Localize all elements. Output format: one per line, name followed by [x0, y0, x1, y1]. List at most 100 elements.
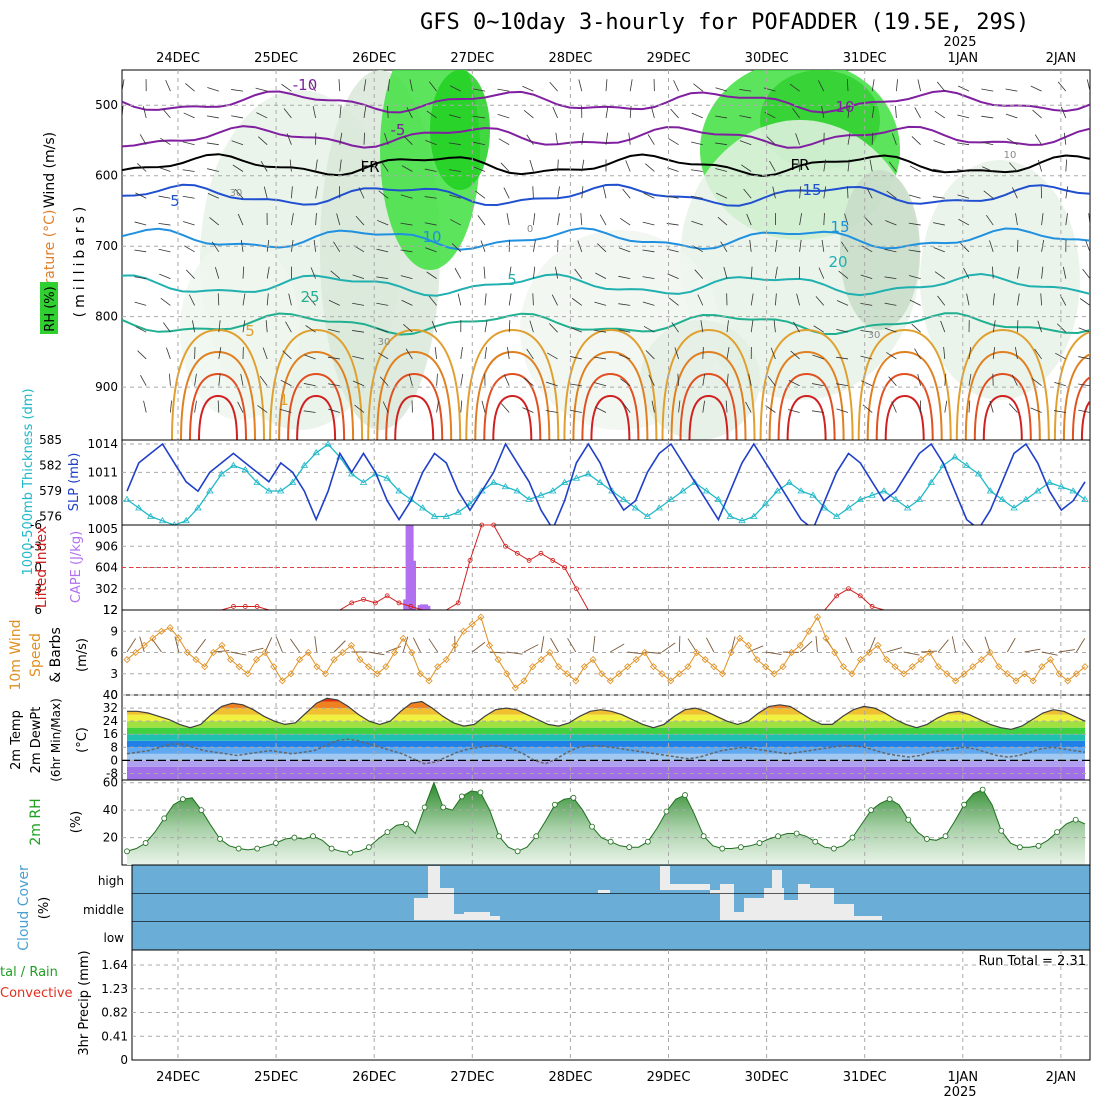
wind-barb: [917, 373, 921, 386]
wind-speed-marker: [580, 663, 588, 671]
wind-barb: [194, 373, 197, 386]
lifted-index-marker: [242, 604, 248, 609]
wind-barb: [618, 247, 631, 253]
wind-barb: [158, 195, 171, 199]
warm-isotherm-arch: [385, 372, 444, 440]
wind-barb: [767, 376, 776, 386]
wind-speed-marker: [408, 648, 416, 657]
thickness-marker: [182, 516, 190, 524]
wind-barb: [934, 110, 946, 119]
wind-barb: [569, 356, 582, 360]
rh-marker: [403, 820, 409, 827]
wind-barb: [234, 188, 244, 199]
tick-label: 906: [95, 539, 118, 553]
wind-barb: [206, 142, 219, 146]
wind-speed-marker: [572, 677, 580, 685]
slp-series-line: [126, 442, 1086, 531]
wind-speed-marker: [675, 670, 683, 678]
lifted-index-ylabel: Lifted Index: [34, 526, 50, 608]
wind-speed-marker: [718, 670, 727, 678]
wind-barb: [847, 186, 849, 199]
wind-speed-marker: [132, 648, 140, 657]
wind-speed-marker: [529, 663, 537, 671]
wind-barb: [694, 269, 704, 279]
bottom-date-label: 30DEC: [745, 1070, 789, 1085]
surface-wind-barb: [567, 638, 577, 653]
precip-ylabel-3: 3hr Precip (mm): [77, 950, 92, 1055]
wind-barb: [473, 141, 486, 146]
surface-wind-barb: [687, 638, 697, 653]
surface-wind-barb: [610, 643, 625, 653]
surface-wind-barb: [815, 636, 818, 653]
tick-label: -3: [30, 539, 42, 553]
tick-label: 0: [120, 1053, 128, 1067]
bottom-date-label: 26DEC: [352, 1070, 396, 1085]
wind-barb: [908, 222, 921, 226]
wind-barb: [310, 267, 316, 279]
wind-barb: [184, 245, 195, 253]
wind-barb: [218, 373, 221, 386]
cloud-cover-panel: high middle low Cloud Cover (%): [16, 864, 1091, 951]
wind-speed-marker: [261, 648, 269, 657]
wind-barb: [581, 159, 585, 172]
wind-barb: [207, 192, 219, 199]
temperature-color-band: [127, 714, 1085, 722]
cloud-block: [454, 914, 464, 920]
thickness-marker: [383, 474, 391, 481]
wind-speed-marker: [787, 648, 796, 657]
tick-label: 24: [103, 714, 118, 728]
wind-barb: [895, 105, 897, 118]
thickness-marker: [797, 487, 805, 494]
tick-label: 16: [103, 727, 118, 741]
cloud-block: [660, 866, 670, 890]
wind-barb: [908, 194, 921, 199]
wind-barb: [700, 320, 704, 333]
wind-barb: [142, 106, 147, 119]
wind-barb: [957, 114, 970, 119]
rh-marker: [1072, 816, 1079, 823]
wind-barb: [1053, 410, 1066, 413]
wind-barb: [702, 373, 706, 386]
wind-barb: [237, 213, 244, 226]
wind-speed-marker: [313, 663, 321, 671]
thickness-marker: [761, 499, 770, 507]
wind-speed-marker: [986, 648, 994, 657]
warm-isotherm-arch: [661, 328, 756, 440]
wind-barb: [523, 110, 534, 119]
wind-barb: [1065, 186, 1069, 199]
cape-li-panel: -6 -3 0 3 6 906 604 302 12 Lifted Index CAPE (J/…: [30, 518, 1091, 617]
rh-marker: [1016, 844, 1023, 851]
wind-barb: [863, 216, 873, 226]
rh-shading: [840, 170, 920, 330]
wind-barb: [139, 134, 147, 145]
wind-barb: [788, 380, 800, 387]
wind-barb: [1034, 134, 1042, 145]
wind-barb: [750, 266, 753, 279]
thickness-marker: [868, 491, 876, 498]
wind-speed-marker: [969, 663, 977, 671]
wind-speed-marker: [520, 677, 528, 685]
cloud-block: [464, 912, 490, 920]
top-date-label: 28DEC: [548, 51, 592, 66]
bottom-date-label: 1JAN: [948, 1070, 979, 1085]
wind-barb: [673, 80, 679, 92]
wind-barb: [387, 79, 390, 92]
wind-barb: [986, 214, 994, 226]
wind-speed-marker: [460, 627, 468, 635]
wind-speed-marker: [296, 656, 304, 664]
wind-barb: [400, 194, 413, 199]
cloud-block: [744, 898, 764, 920]
wind-barb: [165, 79, 171, 92]
wind-barb: [449, 114, 461, 119]
wind-speed-marker: [1072, 670, 1080, 678]
wind-speed-marker: [831, 648, 839, 657]
wind-barb: [823, 213, 825, 226]
wind-barb: [741, 164, 752, 172]
wind-barb: [690, 195, 703, 199]
cloud-block: [854, 916, 882, 920]
tick-label: -6: [30, 518, 42, 532]
wind-barb: [303, 383, 316, 387]
wind-ylabel-units: (m/s): [75, 638, 90, 672]
rh-marker: [514, 848, 521, 855]
upper-ylabel-wind: Wind (m/s): [42, 132, 58, 208]
